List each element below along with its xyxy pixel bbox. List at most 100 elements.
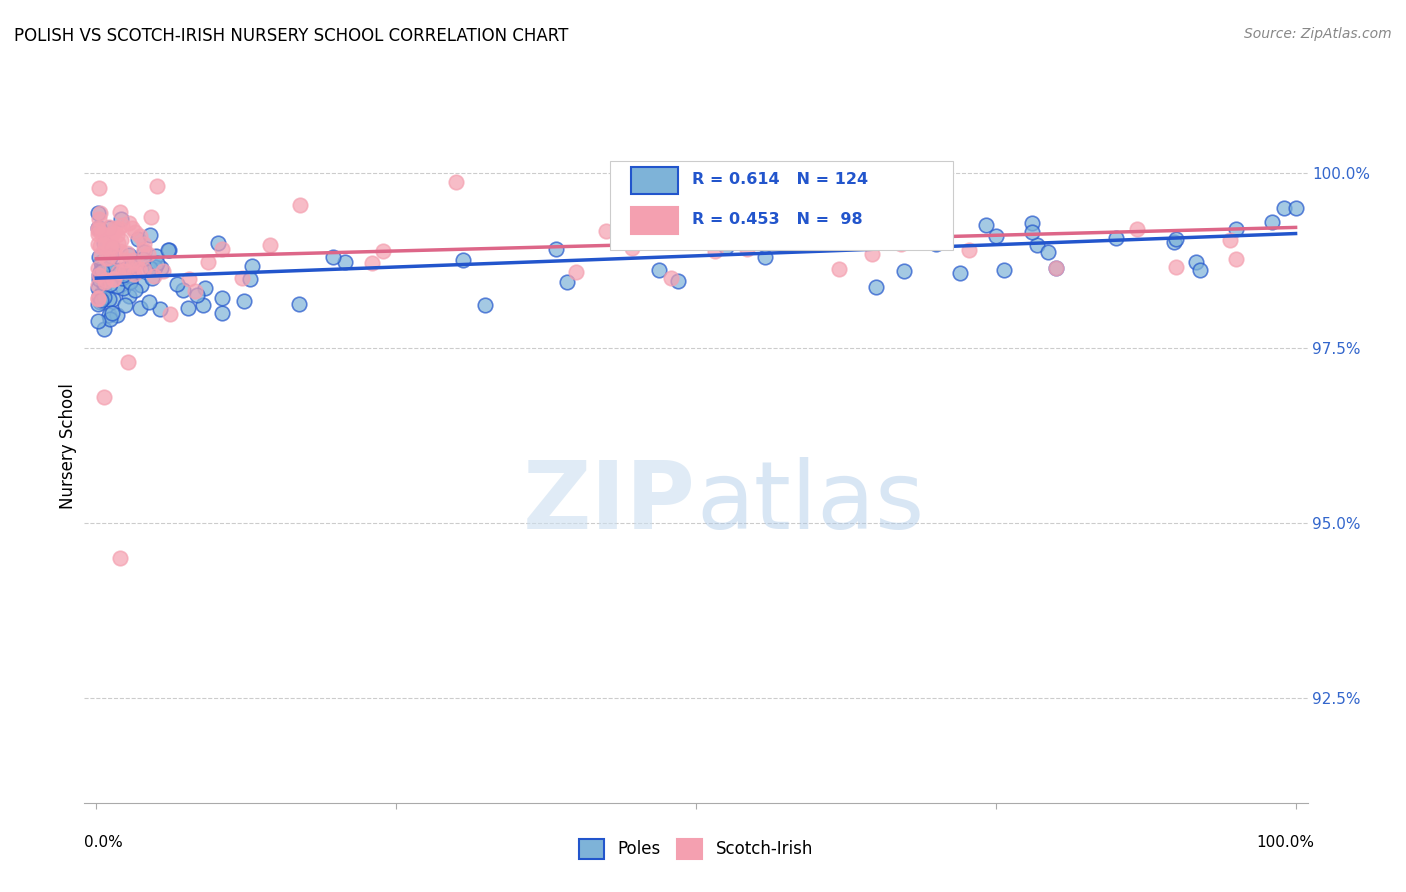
Point bbox=[94, 275, 117, 289]
Point bbox=[1225, 252, 1247, 267]
Point bbox=[685, 212, 707, 227]
Point bbox=[815, 222, 838, 236]
Point bbox=[111, 268, 134, 283]
Point bbox=[103, 292, 125, 306]
Legend: Poles, Scotch-Irish: Poles, Scotch-Irish bbox=[572, 832, 820, 866]
Point bbox=[259, 237, 281, 252]
Point bbox=[754, 250, 776, 264]
Point bbox=[1163, 235, 1185, 250]
Bar bbox=[631, 207, 678, 234]
Point bbox=[104, 220, 127, 235]
Point bbox=[90, 264, 112, 278]
Point bbox=[97, 219, 120, 234]
Point bbox=[129, 278, 152, 293]
Point bbox=[87, 268, 110, 283]
Point bbox=[1260, 215, 1282, 229]
Point bbox=[322, 250, 344, 264]
Point bbox=[704, 229, 727, 244]
Point bbox=[451, 252, 474, 267]
Point bbox=[157, 243, 180, 257]
Point bbox=[373, 244, 395, 258]
Point bbox=[211, 291, 233, 305]
Point bbox=[114, 262, 136, 277]
Point bbox=[93, 390, 115, 404]
Point bbox=[769, 230, 792, 244]
Point bbox=[114, 264, 136, 278]
Point bbox=[149, 260, 172, 275]
Point bbox=[361, 256, 384, 270]
Point bbox=[97, 251, 120, 265]
Point bbox=[141, 271, 163, 285]
Point bbox=[957, 243, 980, 257]
Point bbox=[872, 189, 894, 203]
Point bbox=[98, 277, 121, 292]
Point bbox=[993, 263, 1015, 277]
Text: atlas: atlas bbox=[696, 457, 924, 549]
Point bbox=[659, 271, 682, 285]
Point bbox=[110, 212, 132, 227]
Point bbox=[811, 207, 834, 221]
Point bbox=[146, 178, 169, 193]
Point bbox=[111, 218, 134, 232]
Point bbox=[105, 279, 128, 293]
Point bbox=[110, 244, 132, 258]
Point bbox=[114, 298, 136, 312]
Point bbox=[93, 277, 115, 291]
Point bbox=[93, 270, 115, 285]
Point bbox=[100, 235, 122, 250]
Point bbox=[166, 277, 188, 291]
Point bbox=[100, 249, 122, 263]
Point bbox=[108, 550, 131, 565]
Point bbox=[91, 285, 114, 299]
Point bbox=[124, 225, 146, 239]
Point bbox=[89, 289, 111, 303]
Point bbox=[908, 215, 931, 229]
Point bbox=[118, 248, 141, 262]
Point bbox=[89, 206, 111, 220]
Point bbox=[444, 175, 467, 189]
Point bbox=[94, 264, 117, 278]
Point bbox=[93, 322, 115, 336]
Y-axis label: Nursery School: Nursery School bbox=[59, 383, 77, 509]
Point bbox=[132, 252, 155, 266]
Point bbox=[197, 255, 219, 269]
Point bbox=[115, 245, 138, 260]
Point bbox=[96, 251, 118, 265]
Point bbox=[544, 243, 567, 257]
Point bbox=[101, 227, 124, 241]
Point bbox=[93, 258, 115, 272]
Point bbox=[87, 180, 110, 194]
Point bbox=[231, 271, 253, 285]
Point bbox=[240, 260, 263, 274]
Point bbox=[91, 257, 114, 271]
Point bbox=[121, 221, 143, 235]
Point bbox=[925, 237, 948, 252]
Point bbox=[804, 232, 827, 246]
Point bbox=[107, 251, 129, 265]
Point bbox=[290, 198, 312, 212]
Point bbox=[91, 263, 114, 277]
Point bbox=[101, 272, 124, 286]
Point bbox=[555, 275, 578, 289]
Point bbox=[146, 256, 169, 270]
Point bbox=[120, 274, 142, 288]
Point bbox=[94, 239, 117, 253]
Point bbox=[86, 278, 108, 293]
Point bbox=[96, 272, 118, 286]
Point bbox=[714, 240, 737, 254]
Point bbox=[974, 218, 997, 232]
Point bbox=[86, 223, 108, 237]
Point bbox=[90, 293, 112, 307]
Point bbox=[949, 266, 972, 280]
Point bbox=[86, 261, 108, 276]
Point bbox=[107, 236, 129, 251]
Point bbox=[97, 250, 120, 264]
Point bbox=[86, 297, 108, 311]
Point bbox=[87, 272, 110, 286]
Text: 100.0%: 100.0% bbox=[1257, 836, 1315, 850]
Point bbox=[87, 211, 110, 226]
Point bbox=[118, 275, 141, 289]
Point bbox=[737, 243, 759, 257]
Point bbox=[239, 271, 262, 285]
Point bbox=[184, 284, 207, 298]
